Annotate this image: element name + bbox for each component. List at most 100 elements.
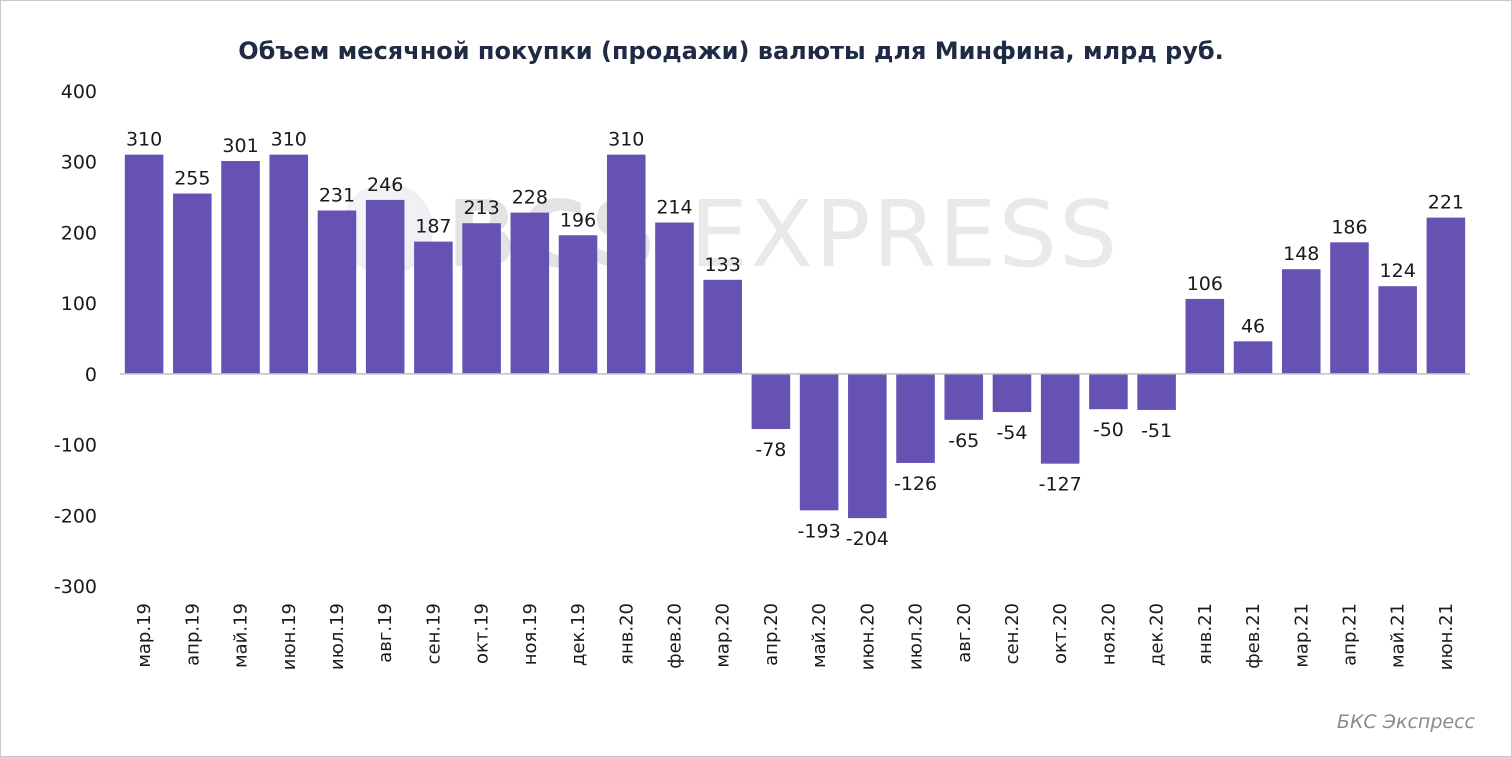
value-label: -127: [1039, 474, 1082, 496]
category-label: янв.21: [1195, 603, 1216, 665]
category-label: май.19: [231, 603, 252, 668]
category-label: ноя.20: [1098, 603, 1119, 665]
bar-сен.19: [414, 241, 453, 374]
category-label: май.20: [809, 603, 830, 668]
category-label: ноя.19: [520, 603, 541, 665]
bar-мар.21: [1281, 269, 1321, 374]
value-label: 221: [1428, 192, 1464, 214]
bar-фев.20: [655, 222, 694, 374]
bar-дек.20: [1137, 373, 1176, 410]
category-label: окт.20: [1050, 603, 1071, 664]
bar-сен.20: [992, 373, 1032, 413]
value-label: 228: [512, 187, 548, 209]
value-label: 148: [1283, 243, 1319, 265]
value-label: 310: [126, 129, 162, 151]
bar-мар.19: [124, 154, 164, 374]
category-label: янв.20: [616, 603, 637, 665]
category-label: сен.19: [423, 603, 444, 664]
value-label: 213: [463, 197, 499, 219]
bar-авг.20: [944, 373, 984, 420]
value-label: 106: [1187, 273, 1223, 295]
bar-июл.19: [317, 210, 357, 374]
category-label: июл.19: [327, 603, 348, 670]
value-label: 255: [174, 168, 210, 190]
bar-апр.20: [751, 373, 791, 430]
bar-июл.20: [896, 373, 935, 463]
bar-ноя.20: [1089, 373, 1128, 410]
bar-июн.21: [1426, 217, 1466, 374]
value-label: -50: [1093, 419, 1124, 441]
chart-title: Объем месячной покупки (продажи) валюты …: [238, 37, 1224, 65]
category-label: июн.21: [1436, 603, 1457, 670]
value-label: 214: [656, 197, 692, 219]
value-label: 196: [560, 209, 596, 231]
bars-group: [124, 154, 1466, 519]
value-labels-group: 310 255 301 310 231 246 187 213 228 196 310 214 133 -…: [126, 129, 1464, 550]
y-tick-label: -300: [54, 576, 97, 598]
value-label: -193: [798, 520, 841, 542]
source-credit: БКС Экспресс: [1336, 711, 1475, 733]
value-label: -54: [996, 422, 1027, 444]
bar-июн.20: [848, 373, 887, 519]
category-label: дек.19: [568, 603, 589, 666]
value-label: 187: [415, 216, 451, 238]
category-label: июн.20: [857, 603, 878, 670]
value-label: -78: [755, 439, 786, 461]
value-label: 301: [222, 135, 258, 157]
bar-янв.20: [606, 154, 646, 374]
x-axis-category-labels: мар.19 апр.19 май.19 июн.19 июл.19 авг.19 сен.…: [134, 603, 1457, 670]
bar-май.19: [221, 161, 260, 374]
bar-авг.19: [365, 199, 405, 374]
bar-окт.19: [462, 223, 501, 374]
category-label: апр.21: [1339, 603, 1360, 666]
bar-окт.20: [1040, 373, 1080, 464]
value-label: -126: [894, 473, 937, 495]
y-tick-label: 200: [61, 222, 97, 244]
category-label: сен.20: [1002, 603, 1023, 664]
category-label: апр.20: [761, 603, 782, 666]
category-label: авг.20: [954, 603, 975, 663]
bar-апр.21: [1330, 242, 1369, 374]
value-label: -65: [948, 430, 979, 452]
category-label: фев.20: [664, 603, 685, 669]
value-label: 46: [1241, 315, 1265, 337]
bar-апр.19: [173, 193, 212, 374]
bar-янв.21: [1185, 298, 1225, 374]
y-tick-label: -100: [54, 435, 97, 457]
bar-дек.19: [558, 235, 598, 374]
y-tick-label: 400: [61, 81, 97, 103]
category-label: дек.20: [1147, 603, 1168, 666]
category-label: фев.21: [1243, 603, 1264, 669]
y-axis-tick-labels: 400 300 200 100 0 -100 -200 -300: [54, 81, 97, 598]
value-label: -204: [846, 528, 889, 550]
value-label: 310: [271, 129, 307, 151]
bar-мар.20: [703, 279, 742, 374]
value-label: 186: [1331, 216, 1367, 238]
y-tick-label: 300: [61, 152, 97, 174]
value-label: 124: [1380, 260, 1416, 282]
value-label: -51: [1141, 420, 1172, 442]
value-label: 246: [367, 174, 403, 196]
y-tick-label: -200: [54, 505, 97, 527]
bar-май.21: [1378, 286, 1417, 374]
value-label: 133: [705, 254, 741, 276]
category-label: мар.21: [1291, 603, 1312, 668]
value-label: 310: [608, 129, 644, 151]
category-label: мар.19: [134, 603, 155, 668]
category-label: окт.19: [472, 603, 493, 664]
category-label: апр.19: [182, 603, 203, 666]
bar-ноя.19: [510, 212, 550, 374]
bar-фев.21: [1233, 341, 1273, 374]
bar-июн.19: [269, 154, 309, 374]
bar-май.20: [799, 373, 839, 511]
y-tick-label: 100: [61, 293, 97, 315]
category-label: май.21: [1388, 603, 1409, 668]
category-label: авг.19: [375, 603, 396, 663]
category-label: июл.20: [906, 603, 927, 670]
category-label: мар.20: [713, 603, 734, 668]
y-tick-label: 0: [85, 364, 97, 386]
value-label: 231: [319, 185, 355, 207]
category-label: июн.19: [279, 603, 300, 670]
